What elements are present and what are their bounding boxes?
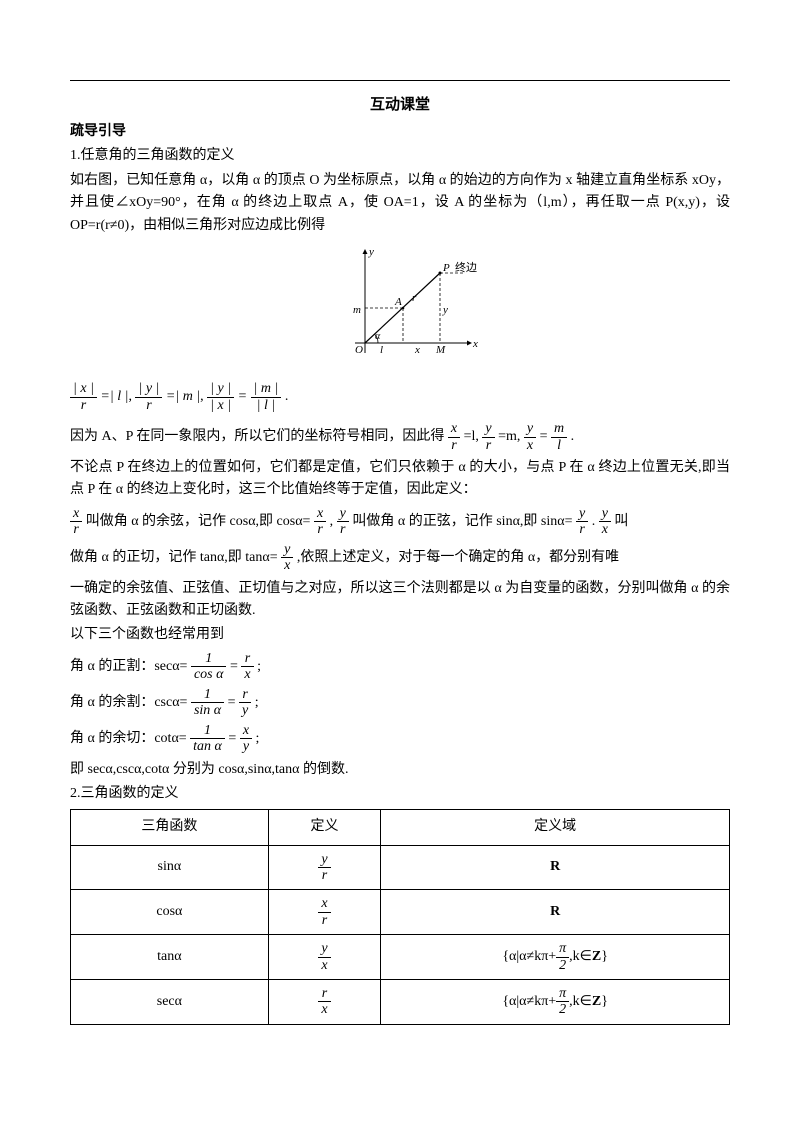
line-sec: 角 α 的正割：secα= 1cos α = rx ; [70, 651, 730, 683]
th-domain: 定义域 [381, 810, 730, 845]
cell-fn: secα [71, 980, 269, 1025]
svg-text:m: m [353, 304, 361, 316]
table-row: sinαyrR [71, 845, 730, 890]
top-rule [70, 80, 730, 81]
svg-text:A: A [394, 296, 402, 308]
table-header-row: 三角函数 定义 定义域 [71, 810, 730, 845]
cell-def: rx [268, 980, 381, 1025]
cell-domain: R [381, 845, 730, 890]
svg-text:α: α [375, 331, 381, 342]
cell-fn: tanα [71, 935, 269, 980]
paragraph-5: 做角 α 的正切，记作 tanα,即 tanα= yx ,依照上述定义，对于每一… [70, 542, 730, 574]
svg-text:y: y [368, 246, 374, 258]
svg-text:x: x [472, 338, 478, 350]
svg-text:P: P [442, 262, 450, 274]
paragraph-4: xr 叫做角 α 的余弦，记作 cosα,即 cosα= xr , yr 叫做角… [70, 506, 730, 538]
definition-table: 三角函数 定义 定义域 sinαyrRcosαxrRtanαyx{α|α≠kπ+… [70, 809, 730, 1025]
th-fn: 三角函数 [71, 810, 269, 845]
line-cot: 角 α 的余切：cotα= 1tan α = xy ; [70, 723, 730, 755]
cell-domain: {α|α≠kπ+π2,k∈Z} [381, 980, 730, 1025]
cell-def: xr [268, 890, 381, 935]
svg-text:l: l [380, 344, 383, 356]
paragraph-3: 不论点 P 在终边上的位置如何，它们都是定值，它们只依赖于 α 的大小，与点 P… [70, 457, 730, 502]
svg-text:O: O [355, 344, 363, 356]
cell-fn: sinα [71, 845, 269, 890]
cell-fn: cosα [71, 890, 269, 935]
svg-text:x: x [414, 344, 420, 356]
line-csc: 角 α 的余割：cscα= 1sin α = ry ; [70, 687, 730, 719]
svg-text:y: y [442, 304, 448, 316]
page-title: 互动课堂 [70, 93, 730, 117]
section1-heading: 1.任意角的三角函数的定义 [70, 145, 730, 167]
svg-text:r: r [412, 292, 417, 304]
section2-heading: 2.三角函数的定义 [70, 783, 730, 805]
paragraph-8: 即 secα,cscα,cotα 分别为 cosα,sinα,tanα 的倒数. [70, 759, 730, 781]
coordinate-diagram: y x O P 终边 A r m α l x M y [70, 243, 730, 371]
equation-1: | x |r =| l |, | y |r =| m |, | y || x |… [70, 381, 730, 413]
cell-def: yr [268, 845, 381, 890]
paragraph-1: 如右图，已知任意角 α，以角 α 的顶点 O 为坐标原点，以角 α 的始边的方向… [70, 170, 730, 237]
table-row: cosαxrR [71, 890, 730, 935]
svg-text:终边: 终边 [455, 260, 477, 274]
svg-text:M: M [435, 344, 446, 356]
th-def: 定义 [268, 810, 381, 845]
subtitle: 疏导引导 [70, 121, 730, 143]
paragraph-7: 以下三个函数也经常用到 [70, 624, 730, 646]
paragraph-6: 一确定的余弦值、正弦值、正切值与之对应，所以这三个法则都是以 α 为自变量的函数… [70, 578, 730, 623]
cell-domain: R [381, 890, 730, 935]
cell-def: yx [268, 935, 381, 980]
cell-domain: {α|α≠kπ+π2,k∈Z} [381, 935, 730, 980]
table-row: secαrx{α|α≠kπ+π2,k∈Z} [71, 980, 730, 1025]
table-row: tanαyx{α|α≠kπ+π2,k∈Z} [71, 935, 730, 980]
paragraph-2: 因为 A、P 在同一象限内，所以它们的坐标符号相同，因此得 xr =l, yr … [70, 421, 730, 453]
